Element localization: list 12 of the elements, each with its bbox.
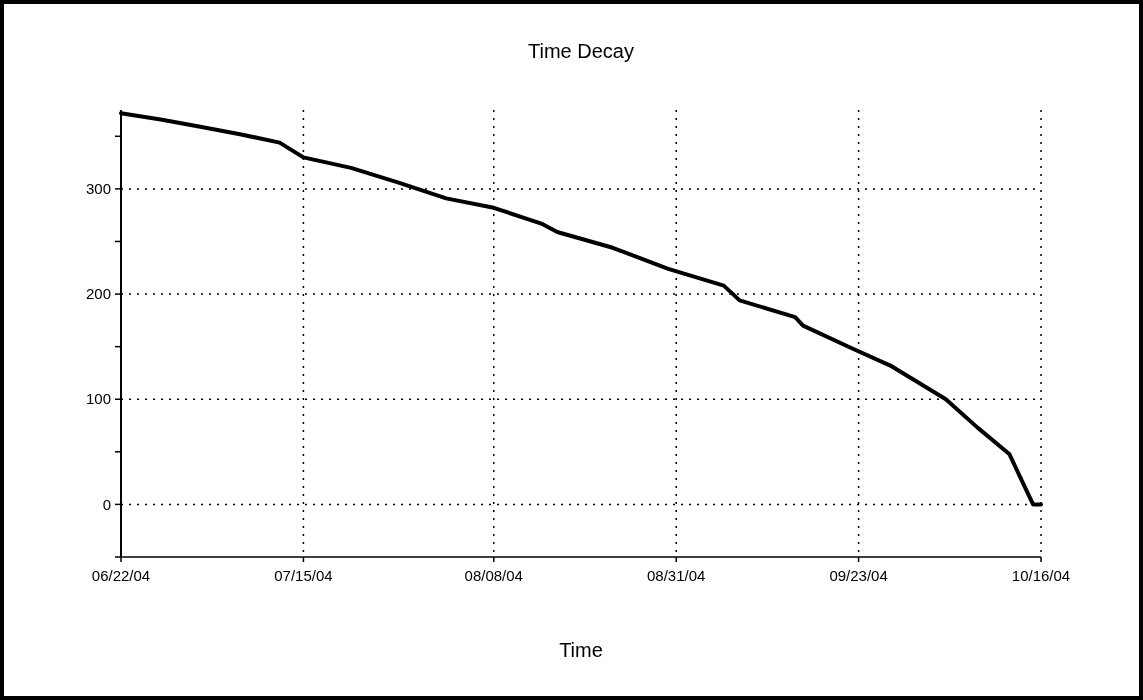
x-tick-label: 09/23/04 — [829, 567, 888, 584]
y-tick-label: 300 — [85, 180, 111, 198]
x-axis-title: Time — [559, 639, 603, 661]
x-tick-label: 10/16/04 — [1011, 567, 1071, 584]
y-tick-label: 0 — [102, 495, 111, 513]
x-tick-label: 07/15/04 — [274, 567, 333, 584]
x-tick-label: 08/31/04 — [646, 567, 706, 584]
x-tick-label: 08/08/04 — [464, 567, 523, 584]
chart-title: Time Decay — [528, 40, 634, 62]
x-tick-label: 06/22/04 — [91, 567, 151, 584]
y-tick-label: 200 — [85, 285, 111, 303]
y-tick-label: 100 — [85, 390, 111, 408]
